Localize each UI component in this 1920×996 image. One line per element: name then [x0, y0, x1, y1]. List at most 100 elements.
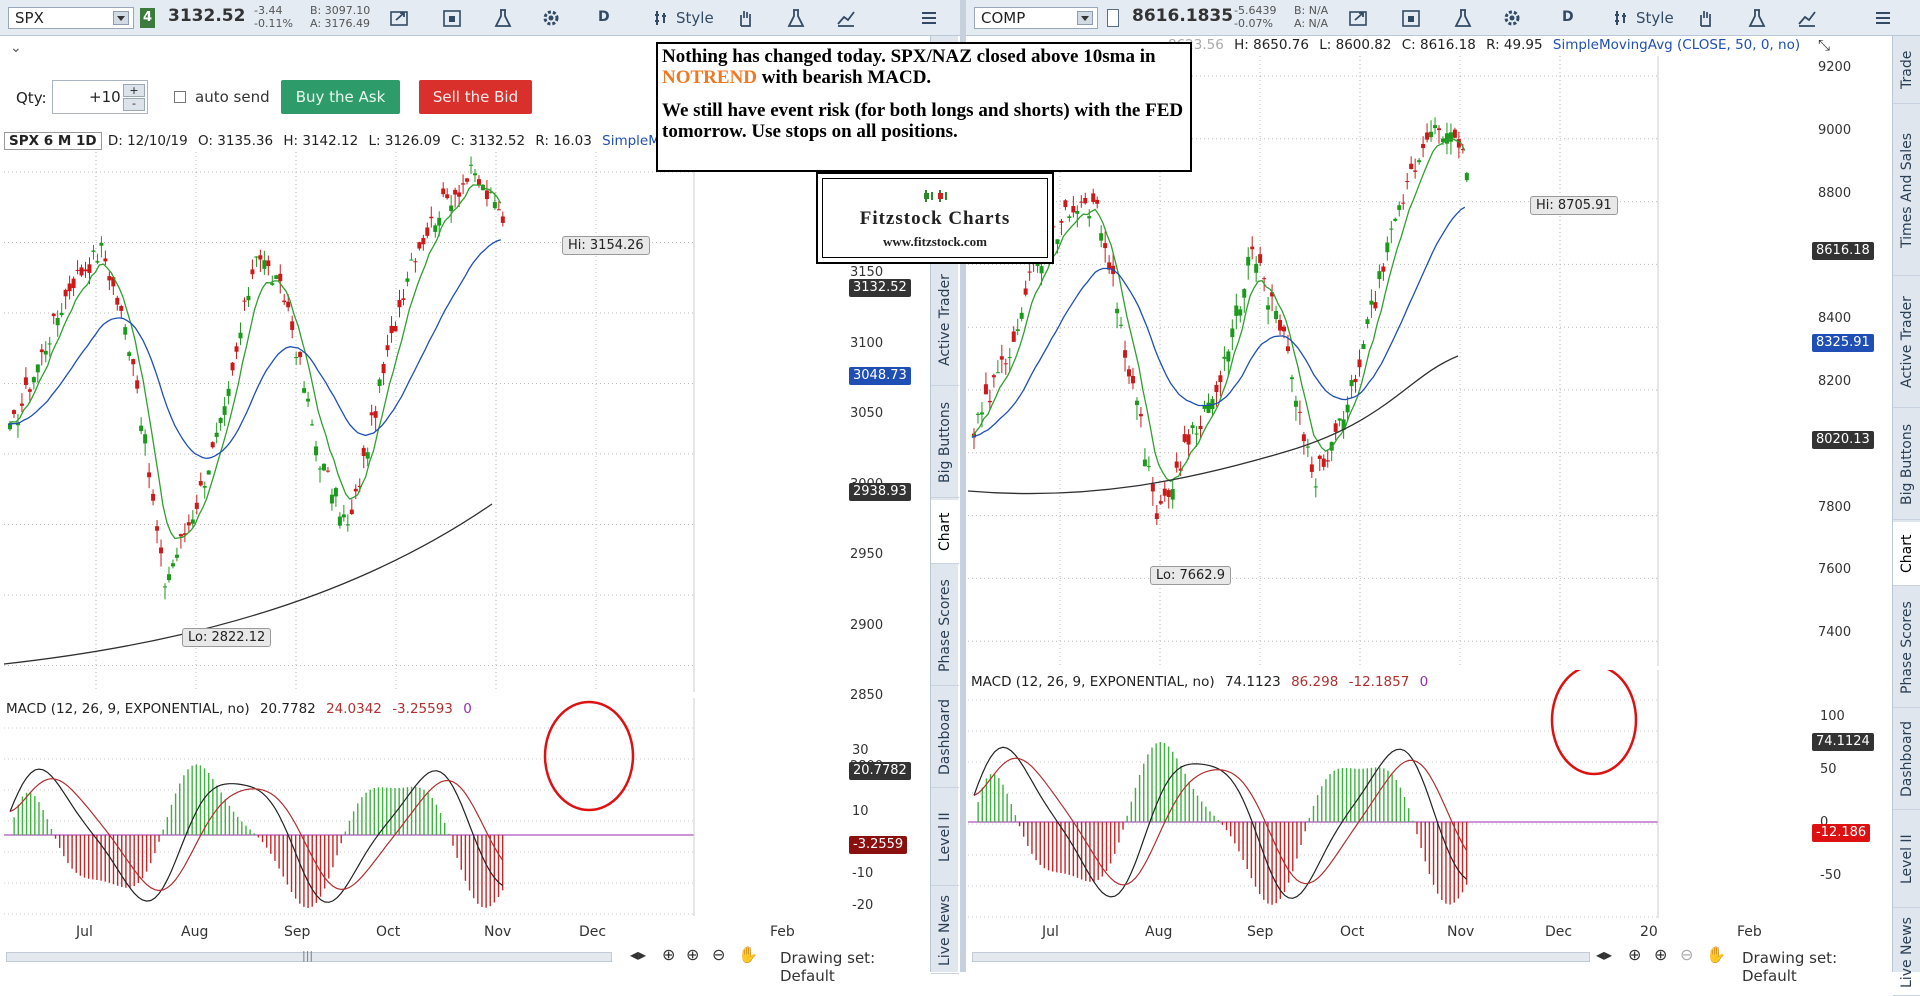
left-macd-tag: 20.7782: [849, 762, 911, 780]
calendar-icon[interactable]: [1394, 5, 1428, 31]
side-tab-live-news[interactable]: Live News: [931, 888, 959, 974]
side-tab-active-trader[interactable]: Active Trader: [1893, 278, 1920, 408]
side-tab-times-and-sales[interactable]: Times And Sales: [1893, 106, 1920, 276]
sma50-line: [971, 206, 1466, 439]
crosshair-icon[interactable]: ⊕: [662, 945, 676, 964]
flask2-icon[interactable]: [779, 5, 813, 31]
qty-plus-button[interactable]: +: [123, 84, 145, 97]
side-tab-dashboard[interactable]: Dashboard: [931, 688, 959, 788]
candle-body: [1381, 266, 1386, 272]
left-month-label: Aug: [181, 924, 209, 940]
side-tab-phase-scores[interactable]: Phase Scores: [1893, 588, 1920, 708]
buy-the-ask-button[interactable]: Buy the Ask: [281, 80, 400, 114]
sell-the-bid-button[interactable]: Sell the Bid: [419, 80, 532, 114]
right-ask: A: N/A: [1294, 17, 1328, 30]
candle-body: [1011, 331, 1016, 342]
side-tab-live-news[interactable]: Live News: [1893, 910, 1920, 996]
note-line1b: with bearish MACD.: [757, 67, 932, 88]
candle-body: [290, 321, 295, 330]
gear-icon[interactable]: [534, 5, 568, 31]
right-hdr-study[interactable]: SimpleMovingAvg (CLOSE, 50, 0, no): [1552, 37, 1801, 53]
zoom-out-icon[interactable]: ⊖: [1680, 945, 1694, 964]
right-symbol-input[interactable]: COMP: [974, 7, 1098, 29]
right-macd-chart[interactable]: [968, 670, 1810, 918]
right-scrollbar[interactable]: [972, 952, 1590, 962]
side-tab-big-buttons[interactable]: Big Buttons: [931, 388, 959, 498]
side-tab-chart[interactable]: Chart: [931, 500, 959, 564]
right-macd-label: MACD (12, 26, 9, EXPONENTIAL, no): [971, 674, 1215, 690]
candle-body: [1246, 256, 1251, 266]
auto-send-checkbox[interactable]: [174, 91, 186, 103]
collapse-chevron-icon[interactable]: ⌄: [10, 40, 22, 56]
candle-body: [975, 413, 980, 415]
zoom-in-icon[interactable]: ⊕: [686, 945, 700, 964]
calendar-icon[interactable]: [435, 5, 469, 31]
candle-body: [1365, 319, 1370, 325]
flask-icon[interactable]: [486, 5, 520, 31]
candle-body: [238, 332, 243, 339]
qty-input[interactable]: +10 + -: [52, 80, 148, 114]
hand-icon[interactable]: [1688, 5, 1722, 31]
candle-body: [337, 516, 342, 526]
candle-body: [357, 485, 362, 488]
share-icon[interactable]: [383, 5, 417, 31]
side-tab-trade[interactable]: Trade: [1893, 36, 1920, 104]
zoom-arrows-icon[interactable]: ◂▸: [1596, 945, 1613, 964]
menu-icon[interactable]: [1866, 5, 1900, 31]
right-style-button[interactable]: Style: [1636, 9, 1674, 27]
side-tab-big-buttons[interactable]: Big Buttons: [1893, 410, 1920, 520]
side-tab-dashboard[interactable]: Dashboard: [1893, 710, 1920, 810]
candle-body: [1361, 343, 1366, 350]
menu-icon[interactable]: [912, 5, 946, 31]
right-period-select[interactable]: D: [1562, 9, 1574, 25]
candle-body: [429, 216, 434, 219]
left-chart-name[interactable]: SPX 6 M 1D: [4, 132, 102, 150]
side-tab-chart[interactable]: Chart: [1893, 522, 1920, 586]
candle-body: [1305, 446, 1310, 448]
candle-body: [1222, 356, 1227, 359]
right-symbol-dropdown[interactable]: [1077, 11, 1093, 25]
left-period-select[interactable]: D: [598, 9, 610, 25]
pan-hand-icon[interactable]: ✋: [1706, 945, 1726, 964]
zoom-out-icon[interactable]: ⊖: [712, 945, 726, 964]
zoom-arrows-icon[interactable]: ◂▸: [630, 945, 647, 964]
pane-divider[interactable]: [960, 0, 966, 972]
left-symbol-dropdown[interactable]: [113, 11, 129, 25]
right-price-chart[interactable]: [968, 56, 1810, 666]
scroll-grip-icon[interactable]: |||: [302, 949, 314, 962]
left-drawing-set[interactable]: Drawing set: Default: [780, 949, 876, 985]
style-icon[interactable]: [648, 5, 678, 31]
zoom-in-icon[interactable]: ⊕: [1654, 945, 1668, 964]
side-tab-level-ii[interactable]: Level II: [931, 790, 959, 886]
candle-body: [1448, 132, 1453, 142]
flask2-icon[interactable]: [1740, 5, 1774, 31]
left-bid: B: 3097.10: [310, 4, 371, 17]
left-macd-chart[interactable]: [4, 698, 848, 916]
left-month-label: Oct: [376, 924, 401, 940]
link-icon[interactable]: [1107, 9, 1119, 27]
left-style-button[interactable]: Style: [676, 9, 714, 27]
pan-hand-icon[interactable]: ✋: [738, 945, 758, 964]
right-drawing-set[interactable]: Drawing set: Default: [1742, 949, 1838, 985]
crosshair-icon[interactable]: ⊕: [1628, 945, 1642, 964]
left-scrollbar[interactable]: [6, 952, 612, 962]
style-icon[interactable]: [1608, 5, 1638, 31]
collapse-icon[interactable]: ⤡: [1818, 36, 1831, 54]
side-tab-level-ii[interactable]: Level II: [1893, 812, 1920, 908]
side-tab-active-trader[interactable]: Active Trader: [931, 256, 959, 386]
candle-body: [1166, 490, 1171, 497]
candle-body: [1456, 139, 1461, 148]
left-symbol-input[interactable]: SPX: [8, 7, 134, 29]
gear-icon[interactable]: [1495, 5, 1529, 31]
qty-minus-button[interactable]: -: [123, 98, 145, 111]
right-hist-tag: -12.186: [1812, 824, 1871, 842]
hand-icon[interactable]: [728, 5, 762, 31]
candle-body: [1226, 351, 1231, 362]
drawing-tools-icon[interactable]: [829, 5, 863, 31]
flask-icon[interactable]: [1446, 5, 1480, 31]
side-tab-phase-scores[interactable]: Phase Scores: [931, 566, 959, 686]
drawing-tools-icon[interactable]: [1790, 5, 1824, 31]
share-icon[interactable]: [1342, 5, 1376, 31]
left-price-chart[interactable]: [4, 152, 848, 692]
link-group-badge[interactable]: 4: [140, 8, 155, 28]
